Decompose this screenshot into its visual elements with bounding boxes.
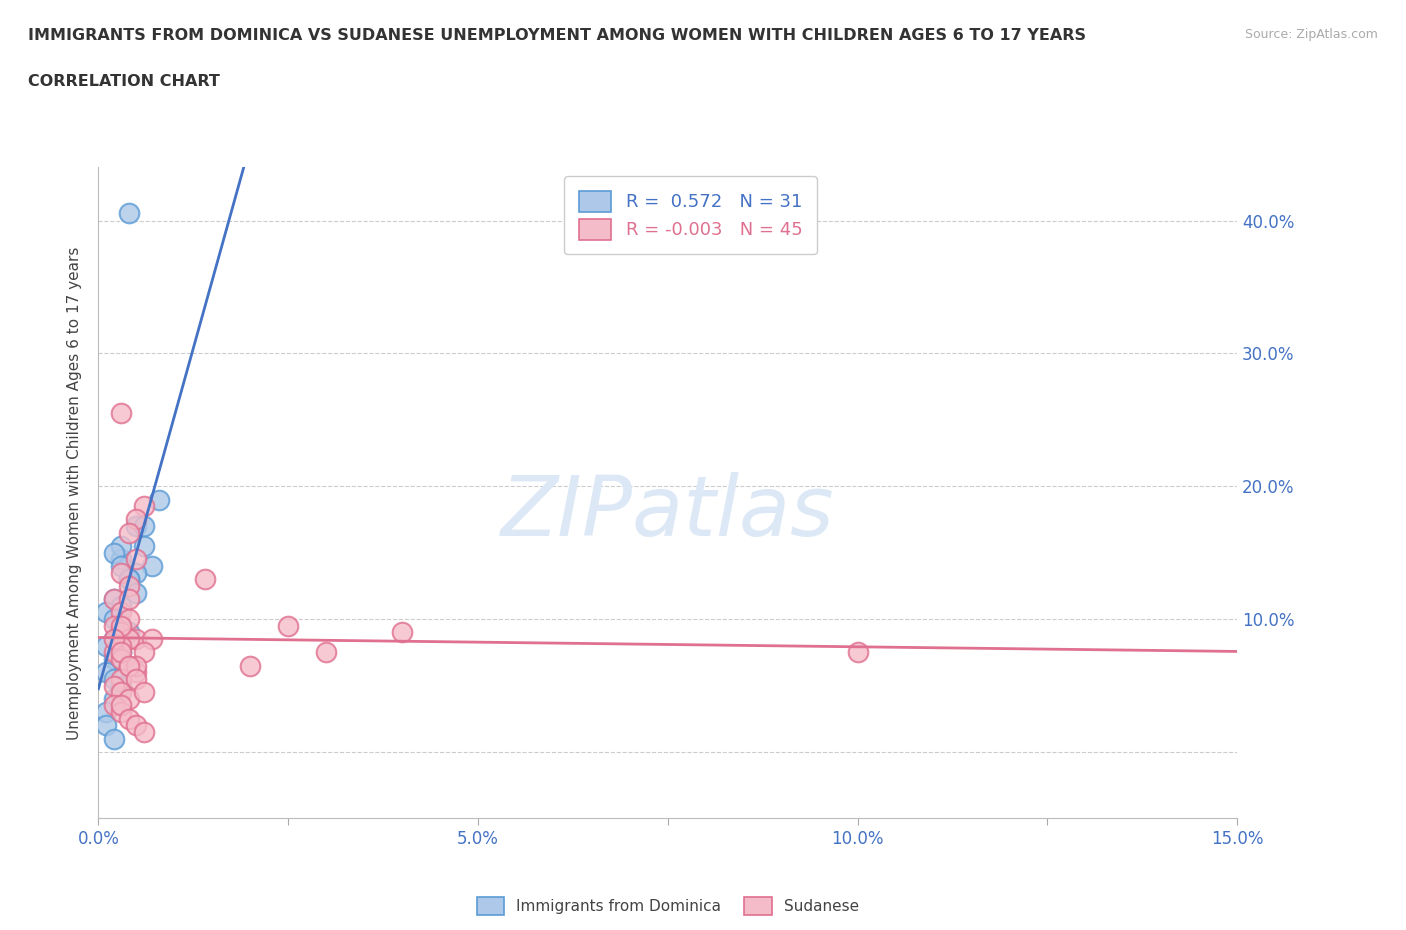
Point [110,644,132,659]
Point [110,671,132,686]
Point [148,492,170,507]
Point [118,591,141,606]
Point [194,572,217,587]
Point [118,691,141,706]
Point [103,631,125,646]
Point [110,538,132,553]
Text: Source: ZipAtlas.com: Source: ZipAtlas.com [1244,28,1378,41]
Point [110,618,132,633]
Point [103,698,125,713]
Y-axis label: Unemployment Among Women with Children Ages 6 to 17 years: Unemployment Among Women with Children A… [67,246,83,739]
Point [110,565,132,580]
Point [103,591,125,606]
Point [110,678,132,693]
Point [103,652,125,667]
Point [103,545,125,560]
Point [118,612,141,627]
Point [391,625,413,640]
Point [110,652,132,667]
Point [103,612,125,627]
Point [125,658,148,673]
Point [118,206,141,220]
Point [141,631,163,646]
Point [118,631,141,646]
Point [94,705,117,720]
Point [125,565,148,580]
Text: IMMIGRANTS FROM DOMINICA VS SUDANESE UNEMPLOYMENT AMONG WOMEN WITH CHILDREN AGES: IMMIGRANTS FROM DOMINICA VS SUDANESE UNE… [28,28,1085,43]
Point [110,698,132,713]
Point [103,631,125,646]
Point [110,618,132,633]
Point [118,572,141,587]
Point [110,684,132,699]
Point [110,551,132,566]
Point [103,644,125,659]
Point [110,605,132,620]
Point [315,644,337,659]
Point [125,671,148,686]
Point [125,631,148,646]
Point [125,585,148,600]
Point [103,671,125,686]
Point [103,618,125,633]
Point [118,625,141,640]
Point [110,598,132,613]
Legend: Immigrants from Dominica, Sudanese: Immigrants from Dominica, Sudanese [471,891,865,921]
Point [94,605,117,620]
Point [103,731,125,746]
Text: CORRELATION CHART: CORRELATION CHART [28,74,219,89]
Point [110,638,132,653]
Point [103,678,125,693]
Text: ZIPatlas: ZIPatlas [501,472,835,553]
Point [103,691,125,706]
Point [118,658,141,673]
Point [132,498,155,513]
Point [118,578,141,593]
Point [132,538,155,553]
Point [132,724,155,739]
Point [110,559,132,574]
Point [277,618,299,633]
Point [125,519,148,534]
Point [132,519,155,534]
Point [94,718,117,733]
Point [846,644,869,659]
Point [94,665,117,680]
Point [118,658,141,673]
Point [141,559,163,574]
Point [125,718,148,733]
Point [110,705,132,720]
Point [132,644,155,659]
Point [125,551,148,566]
Point [118,525,141,540]
Point [118,711,141,726]
Point [103,591,125,606]
Point [94,638,117,653]
Point [110,625,132,640]
Point [132,684,155,699]
Point [125,665,148,680]
Point [125,512,148,527]
Point [239,658,262,673]
Point [110,405,132,420]
Point [118,572,141,587]
Point [110,644,132,659]
